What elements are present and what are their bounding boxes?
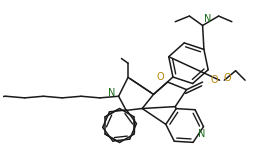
Text: O: O [156, 72, 164, 82]
Text: N: N [205, 14, 212, 24]
Text: N: N [198, 129, 205, 139]
Text: N: N [108, 88, 116, 98]
Text: O: O [223, 73, 231, 83]
Text: O: O [210, 75, 218, 85]
